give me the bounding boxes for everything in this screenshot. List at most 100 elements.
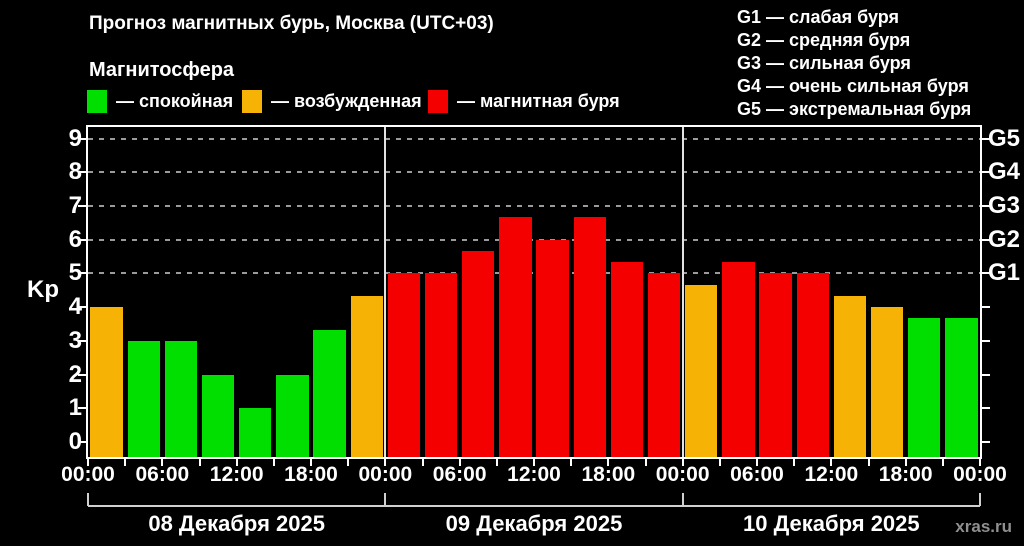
legend-item-quiet: — спокойная xyxy=(87,89,233,113)
kp-bar xyxy=(313,329,346,457)
y-tick-label: 3 xyxy=(68,326,82,354)
x-tick xyxy=(495,459,498,466)
x-tick-label: 18:00 xyxy=(581,463,636,486)
storm-scale-g1: G1 — слабая буря xyxy=(737,7,900,27)
x-tick-label: 18:00 xyxy=(284,463,338,486)
gridline-g5 xyxy=(88,137,980,140)
kp-bar xyxy=(90,307,123,457)
x-tick xyxy=(533,459,535,466)
x-tick xyxy=(718,459,721,466)
x-tick xyxy=(867,459,870,466)
g-scale-label: G3 xyxy=(988,192,1021,220)
legend-item-excited: — возбужденная xyxy=(242,89,422,113)
day-separator xyxy=(384,127,387,457)
kp-bar xyxy=(685,284,718,457)
storm-scale-g5: G5 — экстремальная буря xyxy=(737,99,972,119)
x-tick-label: 00:00 xyxy=(953,463,1007,486)
x-tick xyxy=(384,459,387,466)
kp-bar xyxy=(945,318,978,457)
y-axis-label: Kp xyxy=(27,276,59,303)
x-tick xyxy=(198,459,201,466)
kp-bar xyxy=(647,273,681,457)
x-tick-label: 12:00 xyxy=(507,463,561,486)
y-tick-right xyxy=(982,407,990,410)
x-tick xyxy=(793,459,796,466)
x-tick xyxy=(756,459,758,466)
x-tick-label: 06:00 xyxy=(135,463,190,486)
x-tick xyxy=(124,459,127,466)
legend-label-excited: — возбужденная xyxy=(271,91,422,111)
y-tick-right xyxy=(982,373,990,376)
kp-bar xyxy=(573,217,606,457)
plot-frame xyxy=(86,125,982,459)
y-tick-left xyxy=(78,171,86,174)
gridline-g3 xyxy=(88,205,980,208)
x-tick-label: 12:00 xyxy=(804,463,859,486)
kp-bar xyxy=(722,262,755,457)
x-tick-label: 18:00 xyxy=(878,463,933,486)
y-tick-label: 8 xyxy=(68,158,82,186)
y-tick-left xyxy=(78,339,86,342)
kp-bar xyxy=(164,340,198,457)
g-scale-label: G2 xyxy=(988,225,1021,253)
y-tick-left xyxy=(78,272,86,275)
storm-scale-g4: G4 — очень сильная буря xyxy=(737,76,969,96)
date-axis-tick xyxy=(979,493,981,506)
x-tick xyxy=(272,459,275,466)
watermark-xras: xras.ru xyxy=(955,517,1012,536)
kp-bar xyxy=(499,217,532,457)
y-tick-left xyxy=(78,205,86,208)
x-tick-label: 00:00 xyxy=(655,463,710,486)
kp-bar xyxy=(127,340,160,457)
y-tick-right xyxy=(982,272,990,275)
kp-bar xyxy=(870,307,904,457)
x-tick-label: 00:00 xyxy=(358,463,413,486)
x-tick xyxy=(941,459,944,466)
x-tick xyxy=(161,459,164,466)
date-axis-line xyxy=(88,505,980,507)
date-axis-tick xyxy=(384,493,387,506)
kp-bar xyxy=(424,273,458,457)
chart-subtitle: Магнитосфера xyxy=(89,59,235,81)
x-tick-label: 00:00 xyxy=(61,463,115,486)
x-tick xyxy=(347,459,350,466)
x-tick-label: 12:00 xyxy=(209,463,264,486)
g-scale-label: G5 xyxy=(988,124,1021,152)
x-tick xyxy=(904,459,907,466)
y-tick-right xyxy=(982,306,990,309)
y-tick-label: 0 xyxy=(68,427,82,455)
gridline-g1 xyxy=(88,272,980,275)
x-tick xyxy=(830,459,833,466)
kp-bar xyxy=(833,296,867,457)
x-tick xyxy=(570,459,573,466)
kp-bar xyxy=(908,318,941,457)
x-tick xyxy=(421,459,424,466)
y-tick-right xyxy=(982,171,990,174)
quiet-color-swatch xyxy=(87,89,107,113)
date-axis-tick xyxy=(681,493,684,506)
y-tick-right xyxy=(982,440,990,443)
date-axis-tick xyxy=(87,493,89,506)
kp-bar xyxy=(759,273,792,457)
x-tick xyxy=(979,459,981,466)
g-scale-label: G1 xyxy=(988,259,1021,287)
excited-color-swatch xyxy=(242,89,262,113)
y-tick-left xyxy=(78,440,86,443)
x-tick xyxy=(458,459,461,466)
legend-label-quiet: — спокойная xyxy=(116,91,234,111)
y-tick-label: 4 xyxy=(68,293,82,321)
y-tick-left xyxy=(78,238,86,241)
y-tick-right xyxy=(982,238,990,241)
storm-scale-legend: G1 — слабая буря G2 — средняя буря G3 — … xyxy=(737,6,971,121)
y-tick-label: 7 xyxy=(68,192,82,220)
x-tick-label: 06:00 xyxy=(432,463,487,486)
date-label: 09 Декабря 2025 xyxy=(445,511,623,536)
x-tick xyxy=(87,459,89,466)
x-tick xyxy=(310,459,312,466)
kp-bar xyxy=(239,408,272,457)
y-tick-label: 6 xyxy=(68,225,82,253)
y-tick-label: 5 xyxy=(68,259,82,287)
legend-label-storm: — магнитная буря xyxy=(457,91,620,111)
y-tick-label: 9 xyxy=(68,124,82,152)
